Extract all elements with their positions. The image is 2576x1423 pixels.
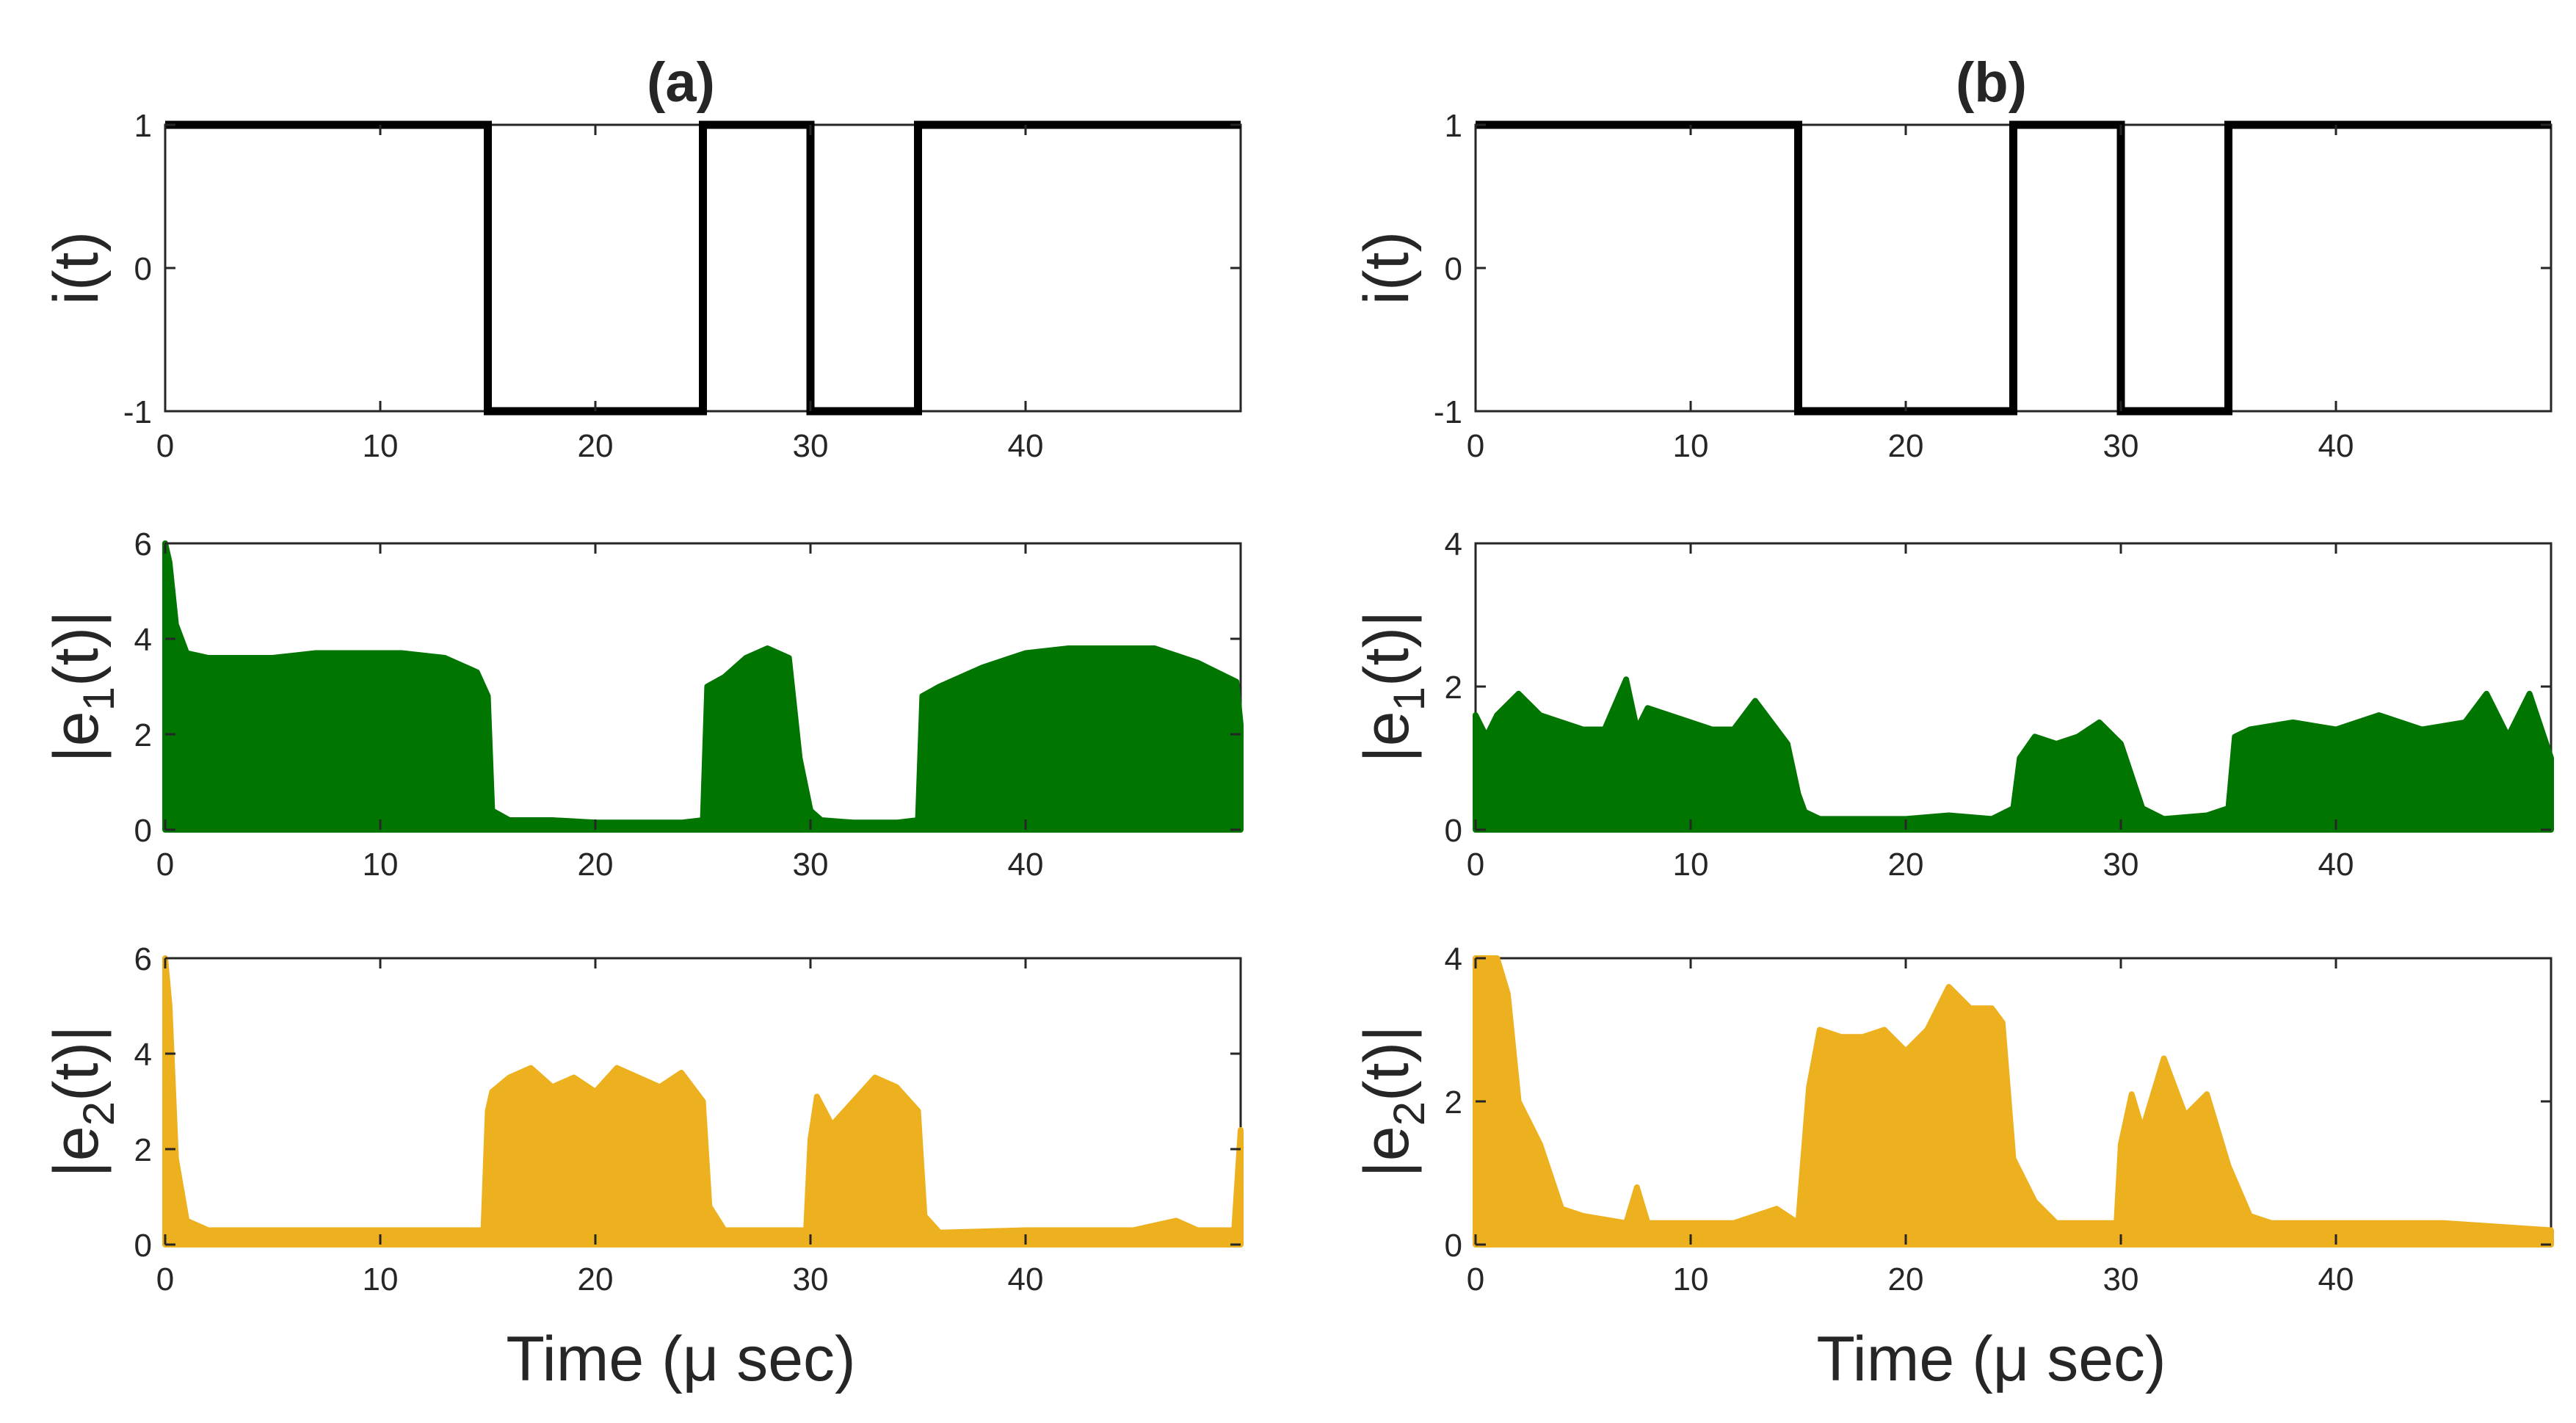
y-tick-label: 2	[1445, 1085, 1462, 1120]
y-axis-label-main: |e	[41, 711, 112, 762]
y-axis-label-subscript: 2	[74, 1101, 123, 1126]
y-tick-label: 0	[134, 813, 152, 849]
y-tick-label: 4	[1445, 941, 1462, 977]
y-tick-label: -1	[1434, 394, 1462, 430]
signal-line	[165, 120, 1241, 416]
y-axis-label-tail: (t)|	[41, 610, 112, 687]
subplot-2-b: 0 10 20 30 40 0 2 4 |e1(t)|	[1352, 526, 2554, 883]
y-tick-label: 4	[134, 1037, 152, 1073]
y-tick-label: 1	[1445, 108, 1462, 144]
y-tick-label: 2	[134, 717, 152, 753]
x-tick-label: 20	[1888, 1261, 1924, 1297]
y-axis-label: |e1(t)|	[41, 610, 123, 762]
y-tick-label: 2	[134, 1132, 152, 1168]
y-axis-label-tail: (t)|	[41, 1025, 112, 1101]
y-axis-label-main: |e	[41, 1126, 112, 1177]
y-axis-label-main: |e	[1352, 1126, 1422, 1177]
y-axis-label: |e2(t)|	[1352, 1025, 1434, 1177]
y-axis-label-subscript: 2	[1385, 1101, 1434, 1126]
x-tick-label: 30	[793, 428, 829, 464]
x-tick-label: 40	[2318, 428, 2354, 464]
x-tick-label: 40	[2318, 1261, 2354, 1297]
x-tick-label: 30	[793, 847, 829, 883]
y-tick-label: 0	[1445, 813, 1462, 849]
x-tick-label: 0	[1467, 1261, 1484, 1297]
x-tick-label: 30	[2103, 1261, 2139, 1297]
x-tick-label: 30	[793, 1261, 829, 1297]
x-axis-label: Time (μ sec)	[1816, 1324, 2166, 1394]
x-tick-label: 0	[156, 1261, 174, 1297]
x-tick-label: 40	[2318, 847, 2354, 883]
panel-title: (a)	[647, 51, 715, 114]
subplot-2-a: 0 10 20 30 40 0 2 4 6 |e1(t)|	[41, 526, 1244, 883]
x-tick-label: 30	[2103, 847, 2139, 883]
signal-area	[162, 540, 1244, 833]
y-axis-label-tail: (t)|	[1352, 610, 1422, 687]
x-tick-label: 10	[363, 847, 399, 883]
x-tick-label: 20	[1888, 847, 1924, 883]
x-tick-label: 40	[1008, 428, 1044, 464]
y-axis-label-tail: (t)|	[1352, 1025, 1422, 1101]
signal-line	[1476, 120, 2551, 416]
y-tick-label: 0	[134, 251, 152, 287]
y-axis-label: i(t)	[41, 231, 112, 305]
x-tick-label: 0	[1467, 847, 1484, 883]
x-axis-label: Time (μ sec)	[506, 1324, 855, 1394]
y-tick-label: 2	[1445, 670, 1462, 706]
y-tick-label: 6	[134, 526, 152, 562]
y-axis-label: |e1(t)|	[1352, 610, 1434, 762]
y-tick-label: 4	[1445, 526, 1462, 562]
y-tick-label: -1	[123, 394, 152, 430]
y-tick-label: 1	[134, 108, 152, 144]
y-axis-label-main: |e	[1352, 711, 1422, 762]
y-tick-label: 0	[134, 1228, 152, 1264]
x-tick-label: 10	[1673, 1261, 1709, 1297]
y-tick-label: 0	[1445, 1228, 1462, 1264]
x-tick-label: 10	[363, 1261, 399, 1297]
panel-title: (b)	[1956, 51, 2027, 114]
x-tick-label: 10	[1673, 847, 1709, 883]
y-tick-label: 4	[134, 622, 152, 658]
signal-area	[162, 955, 1244, 1248]
x-tick-label: 30	[2103, 428, 2139, 464]
x-tick-label: 40	[1008, 847, 1044, 883]
x-tick-label: 20	[578, 428, 614, 464]
x-tick-label: 20	[578, 1261, 614, 1297]
y-tick-label: 6	[134, 941, 152, 977]
signal-area	[1473, 676, 2554, 833]
x-tick-label: 10	[363, 428, 399, 464]
y-axis-label-subscript: 1	[1385, 687, 1434, 711]
x-tick-label: 20	[1888, 428, 1924, 464]
y-axis-label: |e2(t)|	[41, 1025, 123, 1177]
x-tick-label: 10	[1673, 428, 1709, 464]
y-tick-label: 0	[1445, 251, 1462, 287]
x-tick-label: 0	[1467, 428, 1484, 464]
signal-area	[1473, 955, 2554, 1248]
x-tick-label: 20	[578, 847, 614, 883]
x-tick-label: 0	[156, 847, 174, 883]
y-axis-label-subscript: 1	[74, 687, 123, 711]
x-tick-label: 40	[1008, 1261, 1044, 1297]
y-axis-label: i(t)	[1352, 231, 1422, 305]
x-tick-label: 0	[156, 428, 174, 464]
